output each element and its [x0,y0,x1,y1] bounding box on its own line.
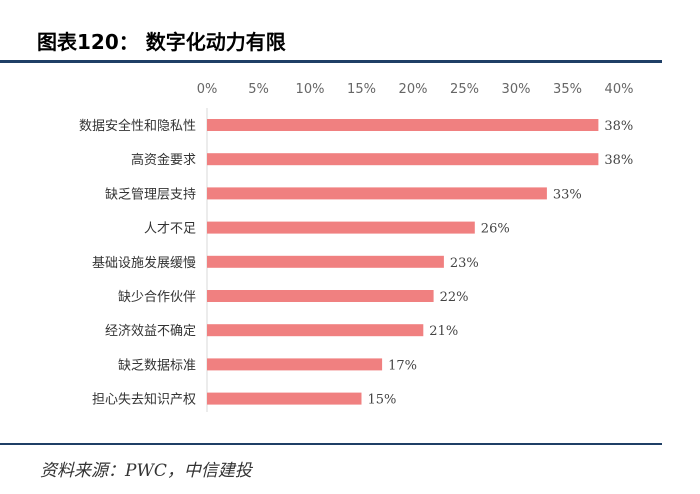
bar [207,392,362,405]
chart-title: 图表120： 数字化动力有限 [37,30,286,54]
x-tick-label: 35% [553,82,582,97]
bars [207,119,599,405]
data-label: 38% [604,119,633,134]
x-tick-label: 0% [197,82,218,97]
bottom-divider [0,443,662,445]
category-label: 人才不足 [144,222,196,237]
data-label: 33% [553,187,582,202]
data-label: 38% [604,153,633,168]
category-label: 数据安全性和隐私性 [79,118,196,134]
data-labels: 38% 38% 33% 26% 23% 22% 21% 17% 15% [368,119,634,408]
bar [207,119,599,131]
data-label: 23% [450,256,479,271]
data-label: 17% [388,358,417,373]
category-label: 缺乏管理层支持 [105,187,196,202]
x-tick-label: 5% [248,82,269,97]
data-label: 15% [368,393,397,408]
x-tick-label: 15% [347,82,376,97]
data-label: 26% [481,222,510,237]
category-label: 基础设施发展缓慢 [92,255,196,271]
bar [207,187,547,200]
category-label: 缺少合作伙伴 [118,290,196,305]
bar [207,358,383,371]
x-tick-label: 30% [502,82,531,97]
category-label: 经济效益不确定 [105,324,196,339]
x-tick-label: 25% [450,82,479,97]
source-note: 资料来源：PWC，中信建投 [40,461,252,481]
data-label: 21% [429,324,458,339]
bar [207,324,424,337]
category-label: 缺乏数据标准 [118,358,196,373]
x-tick-label: 40% [605,82,634,97]
category-label: 担心失去知识产权 [92,392,196,408]
bar [207,290,434,302]
bar [207,255,444,268]
x-tick-label: 10% [296,82,325,97]
data-label: 22% [440,290,469,305]
top-divider [0,60,662,63]
bar [207,221,475,234]
x-axis-ticks: 0% 5% 10% 15% 20% 25% 30% 35% 40% [197,82,634,97]
bar [207,153,599,166]
category-labels: 数据安全性和隐私性高资金要求缺乏管理层支持人才不足基础设施发展缓慢缺少合作伙伴经… [79,118,196,408]
x-tick-label: 20% [399,82,428,97]
category-label: 高资金要求 [131,152,196,168]
